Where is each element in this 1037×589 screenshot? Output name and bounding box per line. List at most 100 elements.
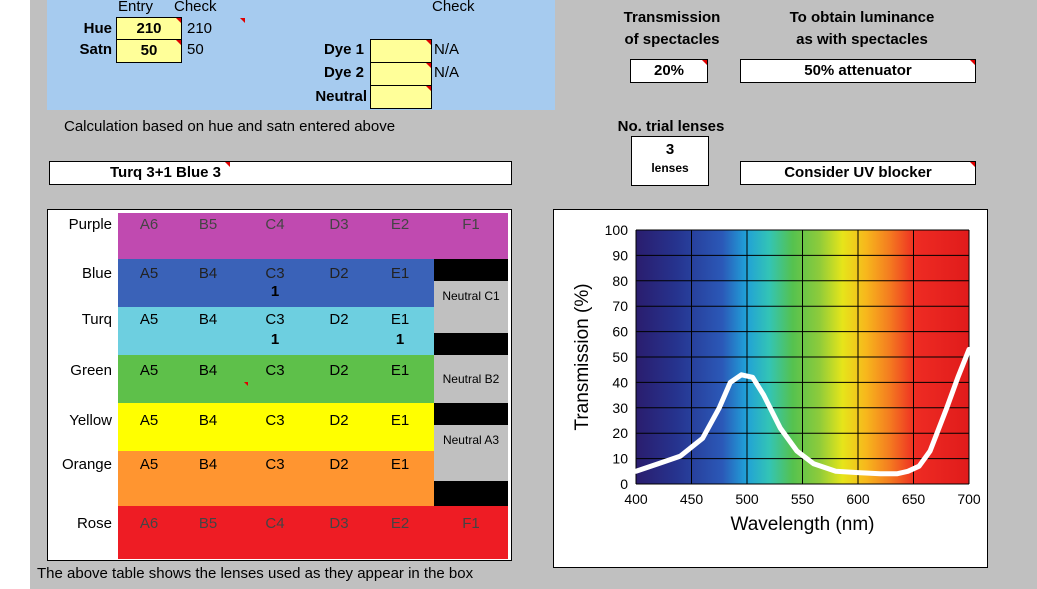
lens-cell: B5 — [198, 216, 218, 233]
trial-lenses-unit: lenses — [651, 161, 689, 175]
lens-cell: D2 — [329, 412, 349, 429]
luminance-title: To obtain luminance — [789, 9, 935, 26]
y-tick-label: 30 — [612, 400, 628, 416]
satn-label: Satn — [79, 41, 112, 58]
row-label-rose: Rose — [76, 515, 112, 532]
x-axis-label: Wavelength (nm) — [731, 514, 875, 535]
row-label-purple: Purple — [68, 216, 112, 233]
lens-cell: E1 — [390, 412, 410, 429]
dye2-label: Dye 2 — [323, 64, 364, 81]
transmission-curve — [633, 346, 972, 477]
neutral-divider — [434, 333, 508, 355]
orange-band — [118, 451, 434, 506]
turq-band — [118, 307, 434, 355]
blue-band — [118, 259, 434, 307]
neutral-label: Neutral — [315, 88, 367, 105]
hue-input[interactable]: 210 — [116, 17, 182, 41]
lens-cell: D2 — [329, 265, 349, 282]
lens-cell: E1 — [390, 311, 410, 328]
lens-cell: B4 — [198, 265, 218, 282]
calculation-note: Calculation based on hue and satn entere… — [64, 118, 396, 135]
yellow-band — [118, 403, 434, 451]
lens-cell: A5 — [139, 456, 159, 473]
lens-cell: E1 — [390, 265, 410, 282]
y-tick-label: 60 — [612, 324, 628, 340]
y-tick-label: 100 — [605, 222, 629, 238]
lens-count: 1 — [270, 331, 280, 348]
neutral-divider — [434, 403, 508, 425]
luminance-value: 50% attenuator — [740, 59, 976, 83]
lens-cell: E2 — [390, 515, 410, 532]
y-tick-label: 70 — [612, 298, 628, 314]
trial-lenses-box: 3 lenses — [631, 136, 709, 186]
satn-check-value: 50 — [187, 41, 204, 58]
comment-marker — [225, 162, 230, 167]
transmission-subtitle: of spectacles — [624, 31, 720, 48]
neutral-divider — [434, 481, 508, 506]
lens-cell: F1 — [462, 216, 480, 233]
neutral-input[interactable] — [370, 85, 432, 109]
y-tick-label: 50 — [612, 349, 628, 365]
row-label-yellow: Yellow — [69, 412, 112, 429]
y-tick-label: 10 — [612, 451, 628, 467]
row-label-turq: Turq — [81, 311, 112, 328]
x-tick-label: 650 — [902, 491, 926, 507]
comment-marker — [244, 382, 248, 386]
transmission-chart: 0 10 20 30 40 50 60 70 80 90 100 400 450 500 550 600 650… — [572, 222, 981, 535]
lens-cell: D3 — [329, 216, 349, 233]
neutral-a3: Neutral A3 — [434, 425, 508, 481]
x-tick-label: 400 — [624, 491, 648, 507]
transmission-value: 20% — [630, 59, 708, 83]
neutral-c1: Neutral C1 — [434, 281, 508, 333]
y-tick-label: 80 — [612, 273, 628, 289]
lens-cell: B5 — [198, 515, 218, 532]
row-label-orange: Orange — [61, 456, 112, 473]
lens-count: 1 — [270, 283, 280, 300]
hue-label: Hue — [83, 20, 112, 37]
lens-cell: E1 — [390, 362, 410, 379]
dye2-input[interactable] — [370, 62, 432, 86]
comment-marker — [240, 18, 245, 23]
lens-table: Neutral C1 Neutral B2 Neutral A3 Purple … — [47, 209, 512, 561]
y-tick-label: 40 — [612, 374, 628, 390]
lens-cell: A5 — [139, 311, 159, 328]
x-tick-label: 450 — [680, 491, 704, 507]
lens-cell: C3 — [265, 456, 285, 473]
hue-check-value: 210 — [187, 20, 213, 37]
lens-cell: A5 — [139, 412, 159, 429]
lens-cell: D3 — [329, 515, 349, 532]
neutral-b2: Neutral B2 — [434, 355, 508, 403]
purple-band — [118, 213, 508, 259]
lens-cell: C3 — [265, 311, 285, 328]
row-label-blue: Blue — [81, 265, 112, 282]
transmission-title: Transmission — [623, 9, 721, 26]
lens-cell: C3 — [265, 362, 285, 379]
dye-check-column-header: Check — [432, 0, 475, 15]
row-label-green: Green — [70, 362, 112, 379]
dye1-label: Dye 1 — [323, 41, 364, 58]
uv-blocker-note: Consider UV blocker — [740, 161, 976, 185]
lens-cell: B4 — [198, 456, 218, 473]
lens-cell: B4 — [198, 362, 218, 379]
dye1-input[interactable] — [370, 39, 432, 63]
y-tick-label: 0 — [620, 476, 628, 492]
lens-cell: B4 — [198, 311, 218, 328]
x-tick-label: 600 — [846, 491, 870, 507]
lens-cell: E2 — [390, 216, 410, 233]
rose-band — [118, 506, 508, 559]
neutral-divider — [434, 259, 508, 281]
lens-cell: F1 — [462, 515, 480, 532]
lens-cell: A6 — [139, 515, 159, 532]
trial-lenses-title: No. trial lenses — [617, 118, 725, 135]
lens-cell: B4 — [198, 412, 218, 429]
trial-lenses-count: 3 — [665, 141, 675, 158]
y-axis-label: Transmission (%) — [572, 283, 593, 430]
x-tick-label: 700 — [957, 491, 981, 507]
satn-input[interactable]: 50 — [116, 39, 182, 63]
lens-cell: D2 — [329, 362, 349, 379]
result-field[interactable]: Turq 3+1 Blue 3 — [49, 161, 512, 185]
y-tick-label: 90 — [612, 247, 628, 263]
table-footnote: The above table shows the lenses used as… — [37, 565, 474, 582]
lens-cell: C4 — [265, 515, 285, 532]
lens-cell: A6 — [139, 216, 159, 233]
